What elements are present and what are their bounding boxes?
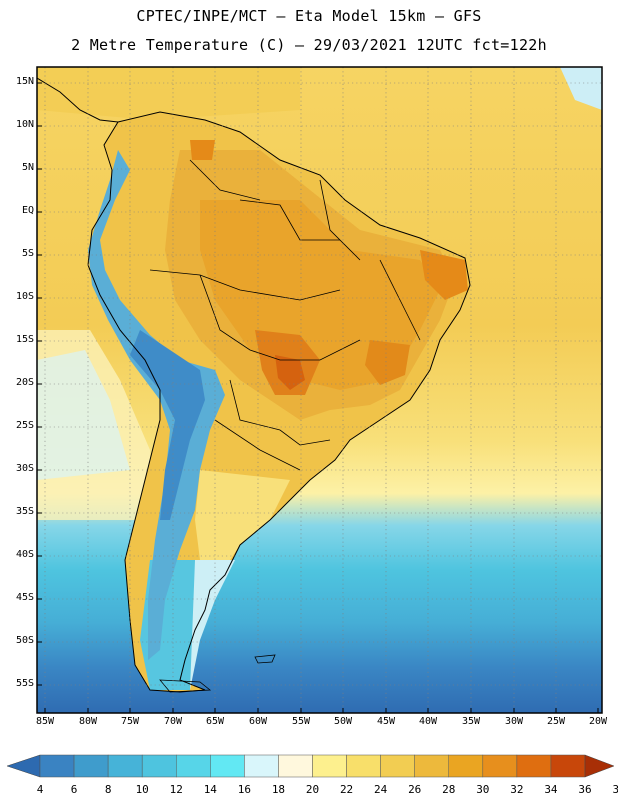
colorbar-swatch	[482, 754, 518, 778]
colorbar-swatch	[73, 754, 109, 778]
colorbar-label: 38	[612, 783, 618, 796]
colorbar-swatch	[312, 754, 347, 778]
colorbar-label: 12	[169, 783, 183, 796]
lat-label: 15S	[15, 334, 34, 345]
lat-label: 5N	[21, 162, 34, 173]
colorbar-swatch	[278, 754, 313, 778]
lon-label: 50W	[333, 716, 353, 727]
colorbar-swatch	[414, 754, 449, 778]
lon-label: 85W	[35, 716, 55, 727]
colorbar-label: 20	[305, 783, 320, 796]
lat-label: 45S	[15, 592, 34, 603]
map-frame	[36, 66, 603, 714]
lon-label: 75W	[120, 716, 140, 727]
lon-label: 65W	[205, 716, 225, 727]
colorbar-label: 30	[476, 783, 490, 796]
colorbar-under-arrow	[6, 754, 41, 778]
colorbar-swatch	[346, 754, 381, 778]
colorbar-label: 8	[104, 783, 112, 796]
colorbar-label: 22	[339, 783, 354, 796]
map-plot-area	[37, 67, 602, 713]
map-subtitle: 2 Metre Temperature (C) – 29/03/2021 12U…	[71, 36, 547, 54]
colorbar-swatch	[107, 754, 143, 778]
colorbar-label: 14	[203, 783, 217, 796]
map-title: CPTEC/INPE/MCT – Eta Model 15km – GFS	[136, 7, 482, 25]
colorbar-swatch	[380, 754, 415, 778]
lat-label: 35S	[15, 506, 34, 517]
lon-label: 55W	[291, 716, 311, 727]
colorbar-swatch	[210, 754, 245, 778]
lon-label: 60W	[248, 716, 268, 727]
lon-label: 80W	[78, 716, 98, 727]
lon-label: 40W	[418, 716, 438, 727]
colorbar-label: 28	[442, 783, 456, 796]
colorbar-swatch	[141, 754, 177, 778]
lat-label: 15N	[15, 76, 34, 87]
lon-label: 35W	[461, 716, 481, 727]
colorbar-swatch	[39, 754, 75, 778]
colorbar	[6, 754, 615, 778]
lon-label: 20W	[588, 716, 608, 727]
colorbar-label: 24	[374, 783, 388, 796]
colorbar-label: 6	[70, 783, 78, 796]
lat-label: 55S	[15, 678, 34, 689]
lat-label: 5S	[21, 248, 34, 259]
lon-label: 25W	[546, 716, 566, 727]
lon-label: 30W	[504, 716, 524, 727]
lon-label: 45W	[376, 716, 396, 727]
colorbar-label: 10	[135, 783, 149, 796]
lat-label: 25S	[15, 420, 34, 431]
lat-label: 20S	[15, 377, 34, 388]
lat-label: 40S	[15, 549, 34, 560]
colorbar-label: 36	[578, 783, 592, 796]
colorbar-label: 4	[36, 783, 44, 796]
colorbar-label: 18	[271, 783, 286, 796]
lon-label: 70W	[163, 716, 183, 727]
colorbar-swatch	[176, 754, 211, 778]
lat-label: 10N	[15, 119, 34, 130]
colorbar-label: 16	[237, 783, 251, 796]
colorbar-label: 32	[510, 783, 524, 796]
colorbar-label: 34	[544, 783, 558, 796]
colorbar-swatch	[550, 754, 586, 778]
lat-lon-grid	[37, 67, 602, 713]
lat-label: 30S	[15, 463, 34, 474]
lat-label: 50S	[15, 635, 34, 646]
colorbar-swatch	[516, 754, 552, 778]
colorbar-swatch	[448, 754, 484, 778]
lat-label: EQ	[21, 205, 34, 216]
colorbar-swatch	[244, 754, 279, 778]
lat-label: 10S	[15, 291, 34, 302]
colorbar-over-arrow	[584, 754, 615, 778]
colorbar-label: 26	[408, 783, 422, 796]
